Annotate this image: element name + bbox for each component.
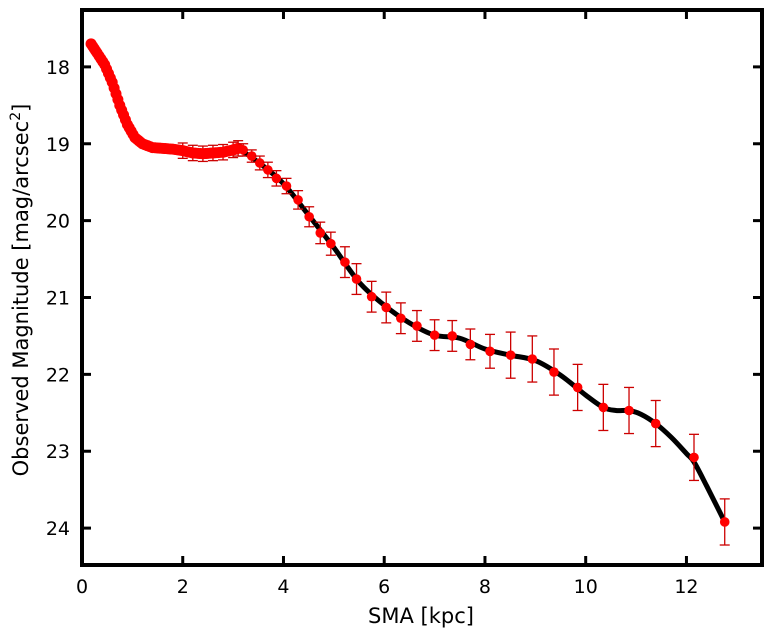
data-point — [351, 274, 362, 284]
data-point — [340, 257, 350, 267]
x-tick-label: 12 — [674, 576, 698, 598]
x-tick-label: 2 — [177, 576, 189, 598]
data-point — [412, 321, 422, 331]
data-point — [719, 517, 730, 527]
data-point — [238, 145, 248, 155]
y-axis-title-main: Observed Magnitude [mag/arcsec — [9, 121, 33, 477]
data-point — [485, 346, 495, 357]
data-point — [447, 331, 458, 341]
data-point — [624, 405, 634, 416]
data-point — [255, 158, 265, 168]
data-point — [304, 211, 314, 222]
y-tick-label: 19 — [46, 134, 70, 156]
data-point — [429, 330, 440, 340]
axis-ticks — [80, 10, 762, 565]
y-tick-label: 21 — [46, 287, 70, 309]
data-point — [598, 402, 609, 413]
plot-area — [85, 38, 730, 546]
data-point — [263, 165, 273, 175]
data-point — [572, 382, 583, 393]
x-tick-label: 6 — [378, 576, 390, 598]
x-tick-label: 10 — [574, 576, 598, 598]
data-point — [293, 195, 303, 205]
y-axis-title-superscript: 2 — [8, 112, 24, 121]
data-point — [381, 302, 392, 313]
y-tick-label: 23 — [46, 441, 70, 463]
x-axis-title: SMA [kpc] — [368, 604, 474, 628]
data-point — [689, 452, 699, 463]
data-point — [505, 350, 516, 360]
x-tick-label: 0 — [76, 576, 88, 598]
data-point — [246, 151, 257, 161]
plot-frame — [80, 8, 764, 567]
data-point — [650, 418, 661, 429]
data-point — [549, 367, 559, 377]
y-tick-label: 24 — [46, 518, 70, 540]
data-point — [366, 291, 377, 302]
data-point — [396, 313, 406, 324]
fit-line — [235, 145, 728, 525]
x-tick-label: 8 — [479, 576, 491, 598]
y-axis-title-suffix: ] — [9, 104, 33, 112]
x-tick-label: 4 — [277, 576, 289, 598]
y-axis-title: Observed Magnitude [mag/arcsec2] — [8, 104, 33, 477]
data-point — [315, 228, 326, 238]
data-point — [281, 181, 292, 191]
y-tick-label: 18 — [46, 57, 70, 79]
y-tick-label: 20 — [46, 211, 70, 233]
data-point — [271, 173, 282, 184]
data-point — [326, 238, 336, 249]
y-tick-label: 22 — [46, 364, 70, 386]
data-point — [527, 354, 538, 364]
data-point — [465, 339, 476, 350]
